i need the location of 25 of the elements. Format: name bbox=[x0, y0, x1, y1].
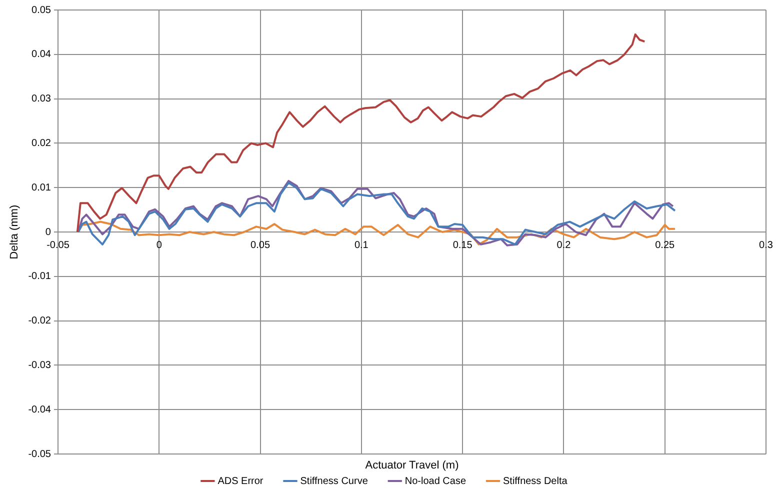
y-tick-label: -0.03 bbox=[28, 360, 52, 371]
y-tick-label: 0.05 bbox=[32, 4, 52, 16]
x-axis-title: Actuator Travel (m) bbox=[365, 460, 459, 472]
y-tick-label: 0.04 bbox=[32, 49, 52, 60]
y-axis-title: Delta (mm) bbox=[8, 204, 21, 260]
y-tick-label: -0.04 bbox=[28, 404, 52, 416]
x-tick-label: 0.25 bbox=[655, 240, 676, 251]
y-tick-label: -0.01 bbox=[28, 271, 52, 282]
y-tick-label: 0.01 bbox=[32, 182, 52, 194]
y-tick-label: -0.02 bbox=[28, 316, 52, 327]
x-tick-label: 0.2 bbox=[556, 240, 572, 251]
legend-label: ADS Error bbox=[218, 476, 264, 487]
y-tick-label: 0.03 bbox=[32, 94, 52, 105]
x-tick-label: 0.3 bbox=[759, 240, 774, 251]
y-tick-label: -0.05 bbox=[28, 448, 52, 460]
y-tick-label: 0 bbox=[45, 226, 52, 238]
legend-label: Stiffness Curve bbox=[300, 476, 368, 487]
x-tick-label: 0 bbox=[156, 240, 162, 251]
x-tick-label: 0.1 bbox=[354, 240, 369, 251]
x-tick-label: 0.15 bbox=[452, 240, 473, 251]
x-tick-label: -0.05 bbox=[46, 240, 70, 251]
legend-label: No-load Case bbox=[404, 476, 466, 487]
legend-label: Stiffness Delta bbox=[503, 476, 568, 487]
x-tick-label: 0.05 bbox=[250, 240, 270, 251]
y-tick-label: 0.02 bbox=[32, 138, 52, 149]
